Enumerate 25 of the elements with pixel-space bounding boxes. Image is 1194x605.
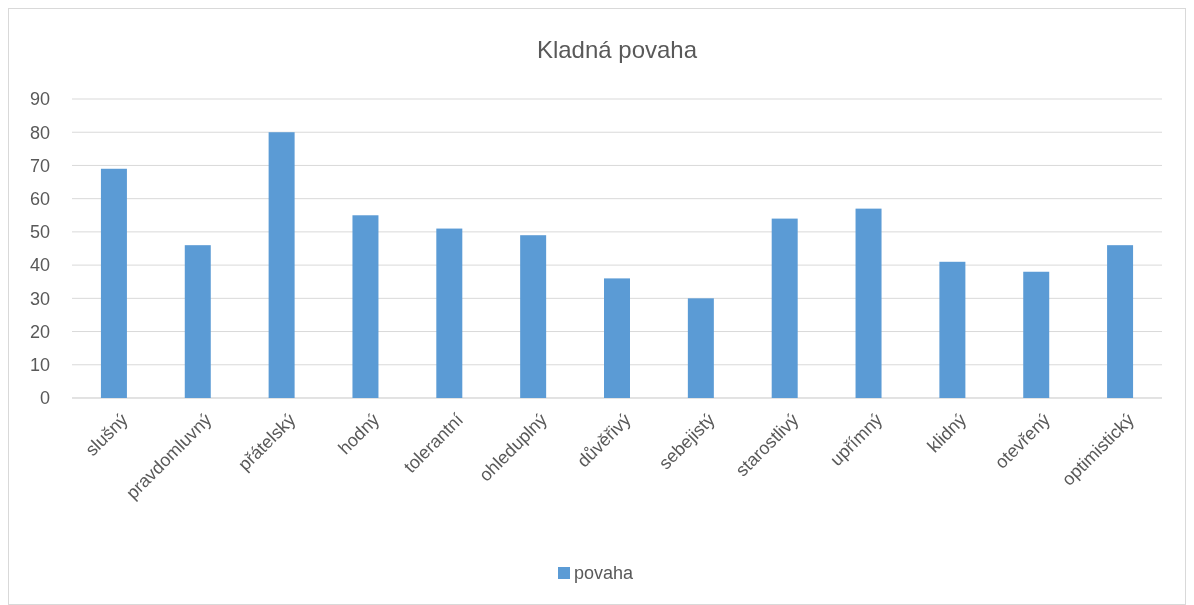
y-tick-label: 80 [29,122,50,143]
y-tick-label: 30 [29,288,50,309]
y-tick-label: 90 [29,89,50,110]
legend-label: povaha [574,563,635,584]
bar [520,235,547,398]
bar [604,278,630,398]
bar [1023,271,1050,398]
y-tick-label: 40 [29,255,50,276]
bar [687,298,714,398]
y-tick-label: 50 [29,222,50,243]
y-tick-label: 10 [29,355,50,376]
y-tick-label: 60 [29,188,50,209]
bar [268,132,295,398]
bar [1107,245,1134,398]
y-tick-label: 70 [29,155,50,176]
bar [939,261,966,398]
y-tick-label: 0 [39,388,50,409]
chart-title: Kladná povaha [536,36,698,63]
y-tick-label: 20 [29,321,50,342]
bar [352,215,379,398]
bar [855,208,882,398]
bar [771,218,798,398]
bar [436,228,463,398]
bar [100,168,127,398]
bar [184,245,211,398]
